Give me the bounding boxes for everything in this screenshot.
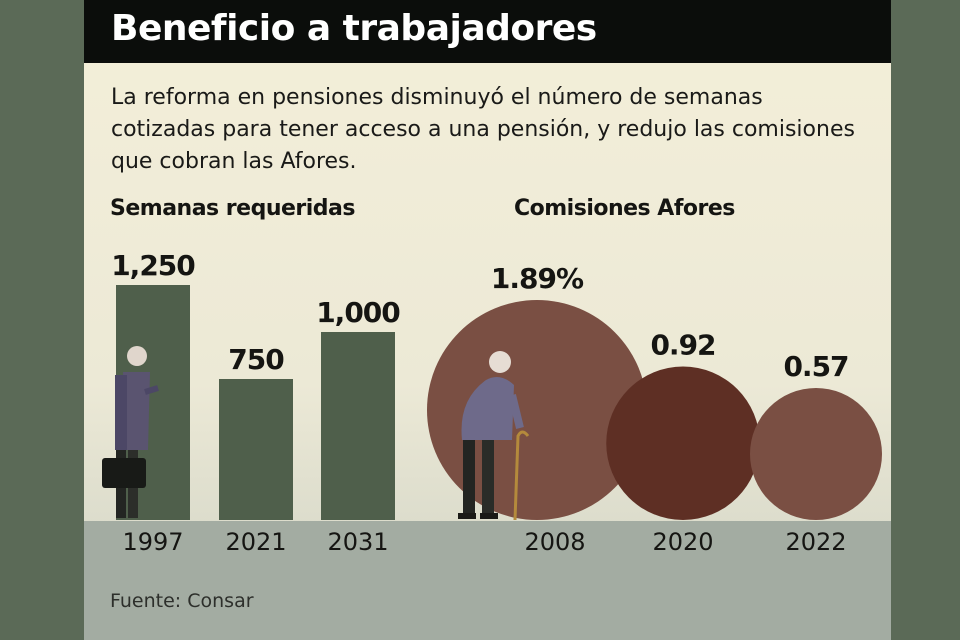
x-tick-label: 2020 [652, 528, 713, 556]
elderly-man-briefcase-icon [144, 385, 159, 395]
elderly-man-cane-icon [458, 513, 476, 519]
elderly-man-briefcase-icon [102, 458, 146, 488]
elderly-man-cane-icon [513, 430, 530, 521]
x-tick-label: 2031 [327, 528, 388, 556]
bubble-chart-title: Comisiones Afores [514, 196, 735, 221]
elderly-man-cane-icon [480, 513, 498, 519]
x-tick-label: 2021 [225, 528, 286, 556]
bar-2021 [219, 379, 293, 520]
elderly-man-cane-icon [508, 394, 524, 429]
elderly-man-cane-icon [482, 440, 494, 515]
bar-value-label: 1,000 [316, 296, 400, 329]
page-title: Beneficio a trabajadores [111, 8, 597, 49]
bar-value-label: 1,250 [111, 249, 195, 282]
infographic-panel: Beneficio a trabajadores La reforma en p… [84, 0, 891, 640]
bubble-value-label: 1.89% [491, 262, 584, 295]
bubble-value-label: 0.92 [650, 329, 715, 362]
source-note: Fuente: Consar [110, 590, 254, 612]
bubble-2022 [750, 388, 882, 520]
elderly-man-cane-icon [463, 440, 475, 515]
elderly-man-cane-icon [461, 376, 514, 440]
bubble-value-label: 0.57 [783, 350, 848, 383]
bar-chart-title: Semanas requeridas [110, 196, 355, 221]
baseline-band [84, 521, 891, 640]
bar-value-label: 750 [228, 343, 284, 376]
elderly-man-briefcase-icon [115, 375, 127, 450]
bubble-2020 [606, 366, 760, 520]
elderly-man-cane-icon [489, 351, 511, 373]
x-tick-label: 1997 [122, 528, 183, 556]
title-bar: Beneficio a trabajadores [84, 0, 891, 63]
x-tick-label: 2022 [785, 528, 846, 556]
bar-2031 [321, 332, 395, 520]
description: La reforma en pensiones disminuyó el núm… [111, 85, 855, 174]
elderly-man-briefcase-icon [127, 346, 147, 366]
elderly-man-briefcase-icon [123, 372, 150, 450]
x-tick-label: 2008 [524, 528, 585, 556]
